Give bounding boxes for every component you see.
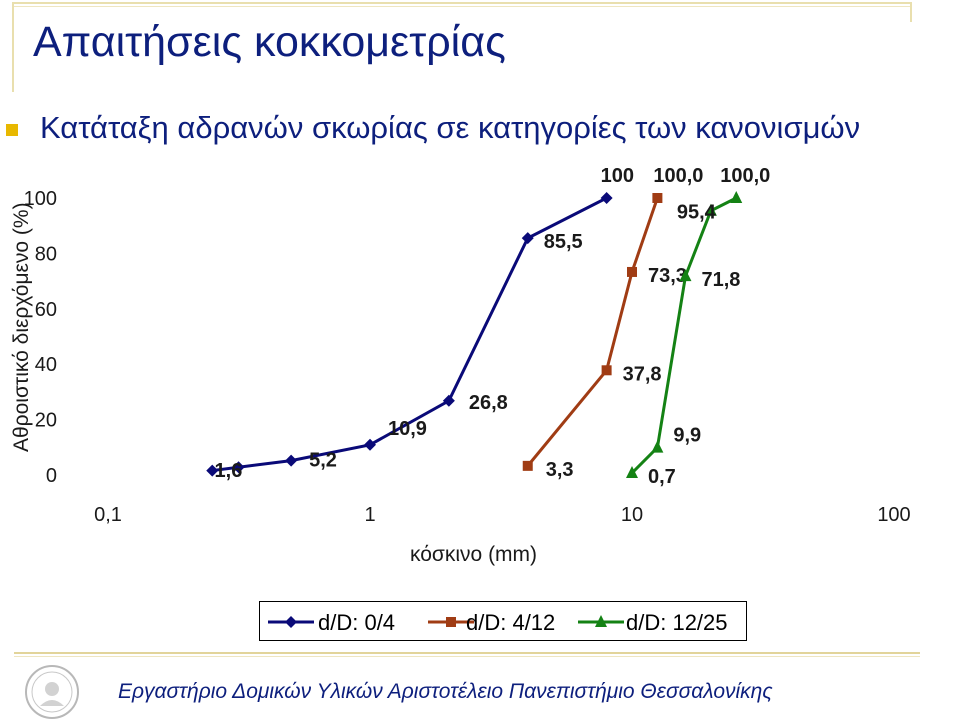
y-tick-label: 40 xyxy=(35,354,57,376)
data-label: 0,7 xyxy=(648,466,676,488)
data-point-square xyxy=(652,193,663,203)
data-label: 26,8 xyxy=(469,392,508,414)
data-point-triangle xyxy=(651,440,664,453)
data-label: 5,2 xyxy=(309,450,337,472)
data-point-diamond xyxy=(521,232,534,245)
footer-text: Εργαστήριο Δομικών Υλικών Αριστοτέλειο Π… xyxy=(118,680,773,703)
data-label: 100,0 xyxy=(653,165,703,187)
legend-marker-diamond xyxy=(268,616,314,628)
slide-title: Απαιτήσεις κοκκομετρίας xyxy=(33,18,506,66)
legend-label: d/D: 4/12 xyxy=(466,610,556,635)
left-frame-line xyxy=(12,2,14,92)
legend-marker-square xyxy=(428,617,474,627)
legend-label: d/D: 12/25 xyxy=(626,610,728,635)
data-point-diamond xyxy=(206,464,219,477)
data-point-diamond xyxy=(364,438,376,451)
data-point-square xyxy=(522,460,533,471)
y-tick-label: 80 xyxy=(35,243,57,265)
data-label: 71,8 xyxy=(701,269,740,291)
data-label: 10,9 xyxy=(388,418,427,440)
data-point-triangle xyxy=(626,466,638,479)
x-tick-label: 10 xyxy=(621,504,643,526)
y-tick-label: 100 xyxy=(24,188,57,210)
footer-divider xyxy=(14,652,920,654)
university-seal-logo xyxy=(25,665,79,719)
data-label: 73,3 xyxy=(648,265,687,287)
data-point-diamond xyxy=(285,454,298,467)
y-tick-label: 60 xyxy=(35,299,57,321)
grading-chart: 0 20 40 60 80 100 0,1 1 10 100 1,6 5,2 10,9 26,8 85,5 1… xyxy=(24,165,911,526)
data-point-diamond xyxy=(442,394,455,407)
slide-subtitle: Κατάταξη αδρανών σκωρίας σε κατηγορίες τ… xyxy=(40,110,861,145)
data-label: 37,8 xyxy=(623,363,662,385)
data-label: 85,5 xyxy=(544,231,583,253)
legend-label: d/D: 0/4 xyxy=(318,610,396,635)
top-frame-line xyxy=(12,2,912,4)
x-tick-label: 100 xyxy=(877,504,910,526)
data-point-triangle xyxy=(704,203,717,216)
x-tick-label: 0,1 xyxy=(94,504,122,526)
data-label: 1,6 xyxy=(215,460,243,482)
top-frame-lines xyxy=(0,0,960,12)
legend-marker-triangle xyxy=(578,615,624,627)
series-line xyxy=(526,197,659,467)
data-point-square xyxy=(601,365,612,376)
chart-legend: d/D: 0/4 d/D: 4/12 d/D: 12/25 xyxy=(259,601,747,641)
data-point-diamond xyxy=(600,192,613,204)
data-label: 100,0 xyxy=(720,165,770,187)
data-point-square xyxy=(627,266,637,277)
data-point-triangle xyxy=(730,191,743,203)
data-label: 3,3 xyxy=(546,459,574,481)
data-label: 95,4 xyxy=(677,202,717,224)
data-label: 100 xyxy=(601,165,634,187)
top-frame-line-thin xyxy=(12,6,912,7)
x-axis-label: κόσκινο (mm) xyxy=(410,543,538,566)
data-label: 9,9 xyxy=(673,425,701,447)
y-tick-label: 0 xyxy=(46,465,57,487)
data-point-triangle xyxy=(679,269,692,282)
y-tick-label: 20 xyxy=(35,410,57,432)
x-tick-label: 1 xyxy=(364,504,375,526)
data-point-diamond xyxy=(232,461,245,474)
footer-divider-thin xyxy=(14,656,920,657)
right-frame-line xyxy=(910,2,912,22)
bullet-square-icon xyxy=(6,124,18,136)
